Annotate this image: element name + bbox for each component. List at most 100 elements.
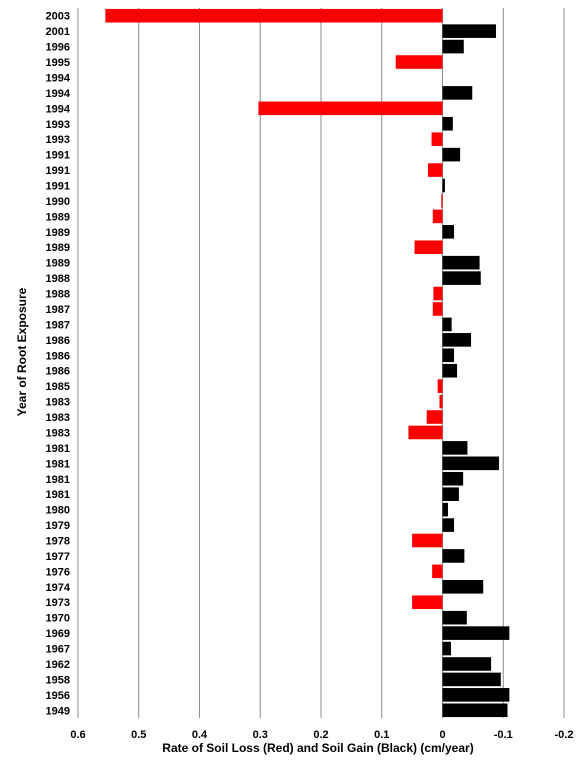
bar-soil-gain [442,255,480,270]
bar-soil-gain [442,456,499,471]
y-tick-label: 1977 [46,551,70,563]
bar-soil-gain [442,441,468,455]
y-tick-label: 1974 [46,582,71,594]
y-tick-label: 1995 [46,57,70,69]
bar-soil-loss [414,240,443,255]
y-tick-label: 1969 [46,628,70,640]
x-tick-label: 0.4 [192,729,208,741]
y-tick-label: 1967 [46,644,70,656]
y-tick-labels: 2003 2001 1996 1995 1994 1994 1994 1993 1993 1991… [46,11,71,718]
y-tick-label: 1983 [46,412,70,424]
bar-soil-gain [442,147,461,162]
y-tick-label: 1994 [46,103,71,115]
bar-soil-loss [412,533,443,548]
bar-soil-gain [442,86,473,100]
y-tick-label: 1989 [46,258,70,270]
y-tick-label: 1979 [46,520,70,532]
bar-soil-gain [442,549,465,563]
y-tick-label: 1986 [46,350,70,362]
bar-soil-gain [442,178,445,193]
y-tick-label: 1993 [46,119,70,131]
x-tick-label: 0.3 [253,729,268,741]
bar-soil-gain [442,225,455,239]
bar-soil-loss [439,394,443,409]
bar-soil-gain [442,672,501,687]
bar-soil-loss [105,8,443,23]
bar-soil-gain [442,703,508,718]
y-tick-label: 1990 [46,196,70,208]
bar-soil-gain [442,363,458,378]
y-tick-label: 1958 [46,674,70,686]
bar-soil-gain [442,348,455,363]
y-tick-label: 1949 [46,705,70,717]
y-tick-label: 1989 [46,242,70,254]
bar-soil-gain [442,271,481,285]
x-axis-title: Rate of Soil Loss (Red) and Soil Gain (B… [162,741,473,755]
bar-soil-loss [433,286,443,301]
y-tick-label: 1986 [46,366,70,378]
y-tick-label: 1993 [46,134,70,146]
y-tick-label: 1988 [46,273,70,285]
bar-soil-gain [442,487,459,501]
y-tick-label: 1987 [46,304,70,316]
y-tick-label: 1980 [46,505,70,517]
bar-soil-loss [441,194,443,208]
x-tick-label: -0.1 [494,729,513,741]
y-tick-label: 1987 [46,319,70,331]
bar-soil-loss [426,410,443,424]
y-tick-label: 1973 [46,597,70,609]
y-tick-label: 2001 [46,26,70,38]
bar-soil-gain [442,626,510,640]
bar-soil-loss [258,101,443,116]
y-tick-label: 1989 [46,211,70,223]
x-tick-label: 0.1 [374,729,389,741]
bar-soil-gain [442,471,464,486]
bar-soil-loss [437,379,443,393]
bar-soil-gain [442,518,455,532]
y-tick-label: 1989 [46,227,70,239]
y-tick-label: 1991 [46,181,70,193]
y-tick-label: 1985 [46,381,70,393]
y-tick-label: 1983 [46,427,70,439]
x-tick-labels: 0.6 0.5 0.4 0.3 0.2 0.1 0 -0.1 -0.2 [70,729,573,741]
y-tick-label: 1981 [46,489,70,501]
y-tick-label: 1981 [46,458,70,470]
bar-soil-gain [442,641,452,656]
y-tick-label: 1994 [46,88,71,100]
x-tick-label: 0.2 [313,729,328,741]
bar-soil-gain [442,116,453,131]
bar-soil-gain [442,333,472,347]
y-tick-label: 1976 [46,566,70,578]
bar-soil-gain [442,39,464,54]
bar-soil-gain [442,610,467,625]
bar-soil-loss [412,595,443,610]
bar-soil-loss [408,425,443,440]
bar-soil-gain [442,502,448,517]
bar-soil-loss [432,302,443,316]
y-tick-label: 1981 [46,474,70,486]
y-tick-label: 1991 [46,165,70,177]
y-tick-label: 1956 [46,690,70,702]
bar-soil-gain [442,657,492,671]
bar-soil-loss [431,132,443,146]
bar-soil-gain [442,317,452,332]
x-tick-label: 0.5 [131,729,146,741]
y-tick-label: 1962 [46,659,70,671]
bar-soil-gain [442,688,510,702]
y-tick-label: 1994 [46,72,71,84]
y-tick-label: 1988 [46,289,70,301]
bar-soil-gain [442,580,484,594]
y-tick-label: 1991 [46,150,70,162]
y-tick-label: 1981 [46,443,70,455]
bar-soil-loss [427,163,443,177]
bar-soil-gain [442,24,496,38]
y-tick-label: 2003 [46,11,70,23]
bar-soil-loss [432,209,443,224]
bar-soil-loss [395,55,443,69]
y-tick-label: 1983 [46,397,70,409]
bar-soil-loss [432,564,443,579]
bars [105,8,510,718]
y-tick-label: 1996 [46,42,70,54]
x-tick-label: -0.2 [555,729,574,741]
